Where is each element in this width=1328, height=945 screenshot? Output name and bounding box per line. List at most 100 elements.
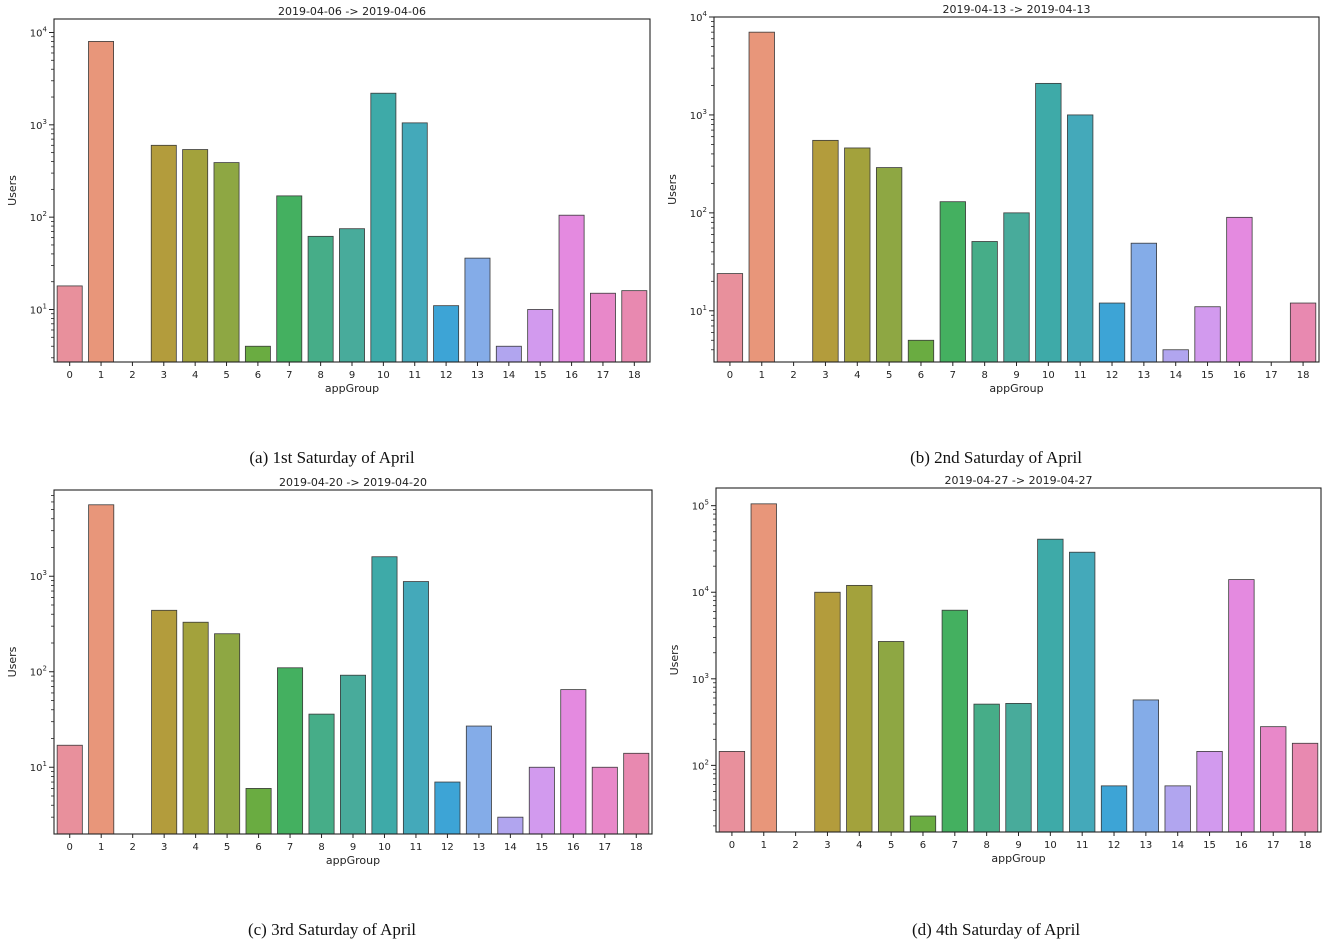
x-tick-label: 4: [856, 840, 862, 851]
y-tick-label: 101: [30, 760, 47, 774]
x-tick-label: 11: [1076, 840, 1089, 851]
bar-16: [1228, 579, 1255, 833]
bar-1: [88, 41, 115, 363]
x-tick-label: 0: [66, 370, 72, 381]
x-tick-label: 5: [223, 370, 229, 381]
x-tick-label: 6: [255, 370, 261, 381]
bar-18: [1291, 742, 1319, 833]
bar-3: [151, 609, 178, 835]
x-tick-label: 7: [286, 370, 292, 381]
x-tick-label: 12: [1106, 370, 1119, 381]
x-tick-label: 14: [1171, 840, 1184, 851]
x-tick-label: 4: [192, 842, 198, 853]
y-tick-label: 103: [30, 569, 47, 583]
bar-8: [973, 703, 1000, 833]
bar-16: [1226, 216, 1253, 363]
x-tick-label: 11: [408, 370, 421, 381]
bar-8: [971, 241, 998, 363]
y-tick-label: 104: [692, 585, 710, 599]
bar-5: [875, 167, 903, 363]
chart-panel-d: 2019-04-27 -> 2019-04-27 0 1 2 3 4 5 6 7 8 9 10 11 12…: [664, 472, 1328, 872]
bar-6: [909, 815, 937, 833]
x-tick-label: 16: [565, 370, 578, 381]
x-tick-label: 15: [1201, 370, 1214, 381]
bar-10: [1037, 538, 1064, 833]
y-tick-label: 103: [692, 672, 709, 686]
bar-13: [465, 725, 492, 835]
y-tick-label: 101: [30, 302, 47, 316]
bar-11: [402, 581, 429, 835]
x-tick-label: 13: [471, 370, 484, 381]
chart-title: 2019-04-20 -> 2019-04-20: [279, 476, 427, 489]
bar-12: [1100, 785, 1128, 833]
bar-14: [497, 816, 524, 835]
bar-7: [939, 201, 966, 363]
chart-panel-a: 2019-04-06 -> 2019-04-06 0 1 2 3 4 5 6 7 8 9 10 11 12…: [0, 0, 664, 400]
y-tick-label: 104: [30, 25, 48, 39]
bar-8: [307, 235, 334, 363]
x-tick-label: 4: [854, 370, 860, 381]
x-tick-label: 0: [729, 840, 735, 851]
caption-c: (c) 3rd Saturday of April: [247, 920, 417, 939]
bar-9: [1005, 702, 1032, 833]
bar-14: [495, 345, 522, 363]
x-tick-label: 4: [192, 370, 198, 381]
y-tick-label: 102: [30, 665, 47, 679]
bar-1: [748, 31, 775, 363]
x-tick-label: 7: [287, 842, 293, 853]
x-tick-label: 2: [129, 842, 135, 853]
bar-10: [1035, 82, 1062, 363]
bar-17: [1260, 726, 1287, 833]
bar-9: [339, 228, 365, 363]
bar-3: [814, 591, 841, 833]
bar-11: [1067, 114, 1094, 363]
bar-4: [844, 147, 871, 363]
bar-10: [370, 92, 397, 363]
x-tick-label: 3: [824, 840, 830, 851]
y-tick-label: 105: [692, 499, 709, 513]
bar-chart-c: 2019-04-20 -> 2019-04-200 1 2 3 4 5 6 7 8 9 10 11 12…: [6, 476, 653, 867]
bar-5: [213, 162, 240, 363]
bar-11: [1069, 551, 1096, 833]
bar-4: [846, 584, 873, 833]
x-tick-label: 9: [350, 842, 356, 853]
chart-panel-c: 2019-04-20 -> 2019-04-20 0 1 2 3 4 5 6 7 8 9 10 11 12…: [0, 472, 664, 872]
x-tick-label: 12: [1108, 840, 1121, 851]
x-tick-label: 6: [255, 842, 261, 853]
y-tick-label: 102: [692, 758, 709, 772]
y-tick-label: 102: [30, 210, 47, 224]
bar-14: [1162, 349, 1189, 363]
x-tick-label: 12: [440, 370, 453, 381]
bar-5: [214, 633, 241, 835]
bar-chart-b: 2019-04-13 -> 2019-04-130 1 2 3 4 5 6 7 8 9 10 11 12…: [666, 3, 1320, 395]
x-tick-label: 7: [952, 840, 958, 851]
bar-15: [527, 309, 554, 363]
caption-d: (d) 4th Saturday of April: [911, 920, 1081, 939]
bar-5: [877, 641, 905, 833]
x-tick-label: 18: [1297, 370, 1310, 381]
bar-0: [56, 285, 83, 363]
x-tick-label: 2: [792, 840, 798, 851]
x-tick-label: 11: [1074, 370, 1087, 381]
x-tick-label: 18: [630, 842, 643, 853]
y-tick-label: 104: [690, 10, 708, 24]
x-tick-label: 8: [317, 370, 323, 381]
x-tick-label: 16: [1233, 370, 1246, 381]
bar-15: [1194, 306, 1221, 363]
x-tick-label: 3: [161, 370, 167, 381]
x-tick-label: 1: [98, 370, 104, 381]
x-tick-label: 3: [161, 842, 167, 853]
x-axis-label: appGroup: [325, 382, 379, 395]
x-axis-label: appGroup: [326, 854, 380, 867]
chart-panel-b: 2019-04-13 -> 2019-04-13 0 1 2 3 4 5 6 7 8 9 10 11 12…: [664, 0, 1328, 400]
bar-16: [558, 214, 585, 363]
bar-13: [1132, 699, 1160, 833]
x-tick-label: 15: [534, 370, 547, 381]
x-tick-label: 9: [349, 370, 355, 381]
y-axis-label: Users: [668, 644, 681, 675]
x-tick-label: 5: [224, 842, 230, 853]
x-tick-label: 14: [504, 842, 517, 853]
x-tick-label: 3: [822, 370, 828, 381]
x-tick-label: 2: [790, 370, 796, 381]
x-tick-label: 13: [473, 842, 486, 853]
